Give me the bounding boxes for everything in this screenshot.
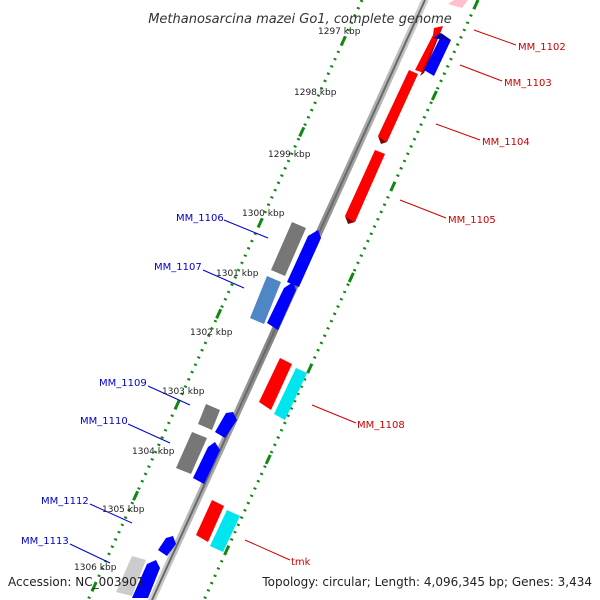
gene-label-mm-1113[interactable]: MM_1113 xyxy=(21,536,69,547)
gene-mm-1110-blue[interactable] xyxy=(193,442,220,484)
kbp-labels: 1297 kbp 1298 kbp 1299 kbp 1300 kbp 1301… xyxy=(74,27,361,573)
gene-mm-1109-blue[interactable] xyxy=(215,412,237,438)
gene-mm-1104[interactable] xyxy=(378,70,418,144)
gene-mm-1103[interactable] xyxy=(424,33,451,76)
gene-label-mm-1112[interactable]: MM_1112 xyxy=(41,496,89,507)
accession-text: Accession: NC_003901 xyxy=(8,575,144,589)
gene-label-mm-1105[interactable]: MM_1105 xyxy=(448,215,496,226)
leader-lines-right xyxy=(244,29,517,561)
kbp-label: 1305 kbp xyxy=(102,505,145,515)
gene-mm-1106-blue[interactable] xyxy=(287,230,321,287)
gene-mm-1108-cyan[interactable] xyxy=(274,368,307,420)
gene-label-mm-1106[interactable]: MM_1106 xyxy=(176,213,224,224)
gene-mm-1107-blue[interactable] xyxy=(267,282,296,330)
dotted-track-inner xyxy=(86,0,364,600)
gene-label-mm-1108[interactable]: MM_1108 xyxy=(357,420,405,431)
kbp-label: 1299 kbp xyxy=(268,150,311,160)
gene-tmk-red[interactable] xyxy=(196,500,224,542)
gene-label-mm-1109[interactable]: MM_1109 xyxy=(99,378,147,389)
kbp-label: 1298 kbp xyxy=(294,88,337,98)
gene-mm-1112[interactable] xyxy=(158,536,176,556)
gene-pink-top[interactable] xyxy=(448,0,468,8)
gene-mm-1113-gray[interactable] xyxy=(116,556,146,596)
topology-text: Topology: circular; Length: 4,096,345 bp… xyxy=(261,575,592,589)
gene-mm-1105[interactable] xyxy=(345,150,385,224)
gene-mm-1107-steel[interactable] xyxy=(250,276,281,324)
gene-label-mm-1107[interactable]: MM_1107 xyxy=(154,262,202,273)
gene-label-mm-1104[interactable]: MM_1104 xyxy=(482,137,530,148)
gene-mm-1110-gray[interactable] xyxy=(176,432,207,474)
kbp-label: 1300 kbp xyxy=(242,209,285,219)
kbp-label: 1297 kbp xyxy=(318,27,361,37)
gene-label-mm-1102[interactable]: MM_1102 xyxy=(518,42,566,53)
dotted-track-outer xyxy=(202,0,480,600)
gene-label-tmk[interactable]: tmk xyxy=(291,557,311,568)
kbp-label: 1304 kbp xyxy=(132,447,175,457)
gene-labels-left: MM_1106 MM_1107 MM_1109 MM_1110 MM_1112 … xyxy=(21,213,224,547)
gene-tmk-cyan[interactable] xyxy=(210,510,240,552)
kbp-label: 1302 kbp xyxy=(190,328,233,338)
gene-label-mm-1110[interactable]: MM_1110 xyxy=(80,416,128,427)
leader-lines-left xyxy=(69,219,269,564)
gene-mm-1109-gray[interactable] xyxy=(198,404,220,430)
map-title: Methanosarcina mazei Go1, complete genom… xyxy=(148,12,452,27)
gene-label-mm-1103[interactable]: MM_1103 xyxy=(504,78,552,89)
gene-mm-1113-blue[interactable] xyxy=(132,560,160,598)
kbp-label: 1306 kbp xyxy=(74,563,117,573)
gene-mm-1108-red[interactable] xyxy=(259,358,292,410)
gene-labels-right: MM_1102 MM_1103 MM_1104 MM_1105 MM_1108 … xyxy=(291,42,566,568)
kbp-label: 1303 kbp xyxy=(162,387,205,397)
gene-mm-1106-gray[interactable] xyxy=(271,222,306,276)
kbp-label: 1301 kbp xyxy=(216,269,259,279)
